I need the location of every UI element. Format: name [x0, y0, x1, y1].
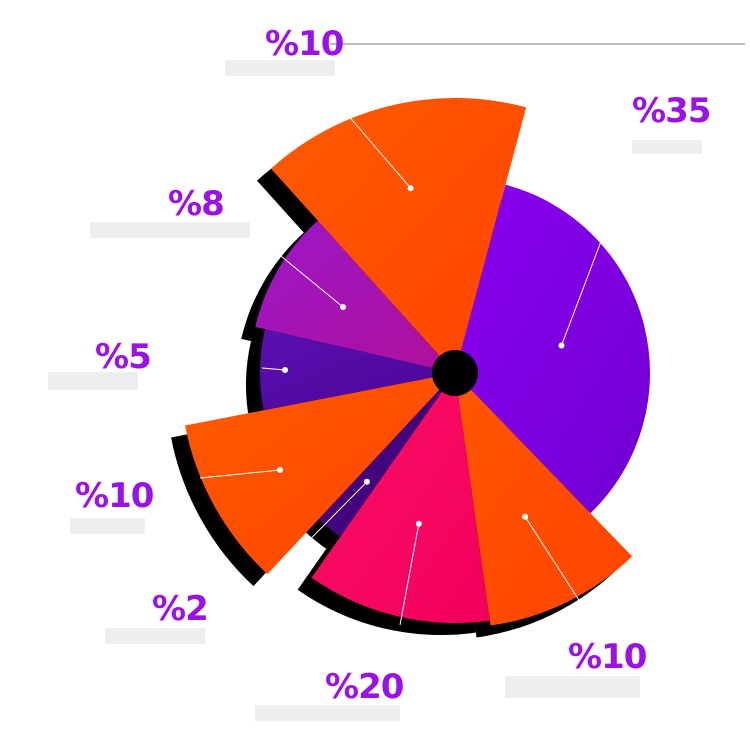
caption-placeholder — [70, 518, 145, 534]
leader-dot — [408, 185, 414, 191]
slice-label: %20 — [325, 667, 404, 707]
slice-label: %2 — [152, 589, 208, 629]
caption-placeholder — [505, 676, 640, 698]
slice-label: %35 — [632, 91, 710, 131]
leader-dot — [364, 479, 370, 485]
leader-dot — [282, 367, 288, 373]
leader-dot — [340, 304, 346, 310]
slice-label: %10 — [265, 24, 344, 64]
caption-placeholder — [632, 140, 702, 154]
slice-label: %10 — [75, 476, 154, 516]
slice-label: %10 — [568, 637, 647, 677]
leader-dot — [522, 514, 528, 520]
caption-placeholder — [90, 222, 250, 238]
leader-dot — [277, 467, 283, 473]
leader-dot — [558, 342, 564, 348]
center-hole — [432, 350, 478, 396]
leader-dot — [416, 521, 422, 527]
slice-label: %5 — [95, 337, 151, 377]
caption-placeholder — [105, 628, 205, 644]
slice-label: %8 — [168, 184, 224, 224]
caption-placeholder — [255, 705, 400, 721]
